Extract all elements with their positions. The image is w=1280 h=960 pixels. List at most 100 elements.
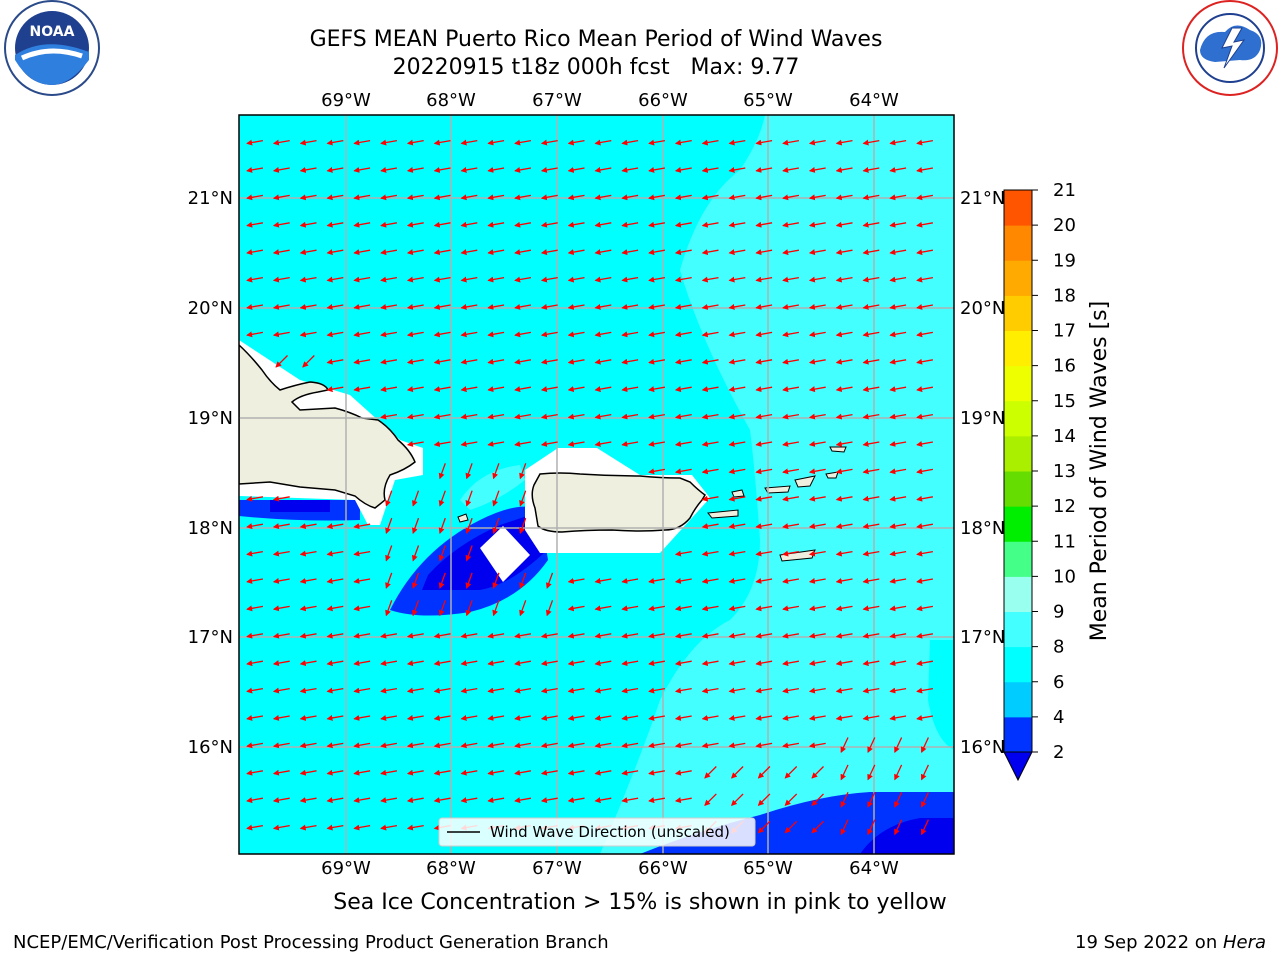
wind-wave-arrow xyxy=(755,660,773,667)
wind-wave-arrow xyxy=(433,249,451,256)
wind-wave-arrow xyxy=(782,495,800,502)
wind-wave-arrow xyxy=(728,194,746,201)
wind-wave-arrow xyxy=(460,769,478,776)
wind-wave-arrow xyxy=(916,194,934,201)
wind-wave-arrow xyxy=(835,550,853,557)
wind-wave-arrow xyxy=(514,632,532,639)
wind-wave-arrow xyxy=(674,221,692,228)
wind-wave-arrow xyxy=(540,358,558,365)
wind-wave-arrow xyxy=(246,714,264,721)
wind-wave-arrow xyxy=(380,386,398,393)
wind-wave-arrow xyxy=(353,632,371,639)
wind-wave-arrow xyxy=(460,303,478,310)
wind-wave-arrow xyxy=(782,139,800,146)
wind-wave-arrow xyxy=(728,386,746,393)
wind-wave-arrow xyxy=(862,303,880,310)
wind-wave-arrow xyxy=(755,303,773,310)
wind-wave-arrow xyxy=(674,249,692,256)
wind-wave-arrow xyxy=(540,714,558,721)
wind-wave-arrow xyxy=(755,577,773,584)
wind-wave-arrow xyxy=(648,660,666,667)
footer-host: Hera xyxy=(1222,932,1266,953)
wind-wave-arrow xyxy=(621,660,639,667)
wind-wave-arrow xyxy=(487,440,505,447)
wind-wave-arrow xyxy=(326,632,344,639)
wind-wave-arrow xyxy=(782,742,800,749)
wind-wave-arrow xyxy=(487,413,505,420)
colorbar-band xyxy=(1004,611,1032,648)
wind-wave-arrow xyxy=(701,440,719,447)
wind-wave-arrow xyxy=(674,605,692,612)
wind-wave-arrow xyxy=(835,468,853,475)
wind-wave-arrow xyxy=(438,463,446,480)
wind-wave-arrow xyxy=(728,221,746,228)
wind-wave-arrow xyxy=(540,742,558,749)
wind-wave-arrow xyxy=(782,249,800,256)
wind-wave-arrow xyxy=(862,139,880,146)
wind-wave-arrow xyxy=(465,545,473,562)
wind-wave-arrow xyxy=(567,769,585,776)
wind-wave-arrow xyxy=(380,194,398,201)
colorbar-band xyxy=(1004,225,1032,261)
wind-wave-arrow xyxy=(782,605,800,612)
wind-wave-arrow xyxy=(648,331,666,338)
wind-wave-arrow xyxy=(894,819,903,836)
wind-wave-arrow xyxy=(540,303,558,310)
wind-wave-arrow xyxy=(433,797,451,804)
wind-wave-arrow xyxy=(674,276,692,283)
wind-wave-arrow xyxy=(862,468,880,475)
wind-wave-arrow xyxy=(728,660,746,667)
wind-wave-arrow xyxy=(840,737,849,754)
wind-wave-arrow xyxy=(621,769,639,776)
wind-wave-arrow xyxy=(406,714,424,721)
wind-wave-arrow xyxy=(487,386,505,393)
colorbar-band xyxy=(1004,576,1032,612)
wind-wave-arrow xyxy=(594,386,612,393)
wind-wave-arrow xyxy=(326,386,344,393)
wind-wave-arrow xyxy=(380,769,398,776)
wind-wave-arrow xyxy=(862,495,880,502)
wind-wave-arrow xyxy=(460,139,478,146)
wind-wave-arrow xyxy=(272,523,290,530)
wind-wave-arrow xyxy=(916,139,934,146)
wind-wave-arrow xyxy=(567,303,585,310)
wind-wave-arrow xyxy=(701,303,719,310)
wind-wave-arrow xyxy=(406,331,424,338)
wind-wave-arrow xyxy=(567,577,585,584)
wind-wave-arrow xyxy=(299,166,317,173)
wind-wave-arrow xyxy=(487,331,505,338)
wind-wave-arrow xyxy=(272,605,290,612)
wind-wave-arrow xyxy=(514,249,532,256)
wind-wave-arrow xyxy=(755,386,773,393)
wind-wave-arrow xyxy=(594,687,612,694)
wind-wave-arrow xyxy=(648,276,666,283)
wind-wave-arrow xyxy=(380,303,398,310)
wind-wave-arrow xyxy=(920,819,929,836)
wind-wave-arrow xyxy=(380,632,398,639)
noaa-logo: NOAA xyxy=(4,0,100,96)
wind-wave-arrow xyxy=(757,820,771,834)
wind-wave-arrow xyxy=(862,194,880,201)
wind-wave-arrow xyxy=(808,550,826,557)
wind-wave-arrow xyxy=(648,742,666,749)
wind-wave-arrow xyxy=(808,495,826,502)
wind-wave-arrow xyxy=(514,194,532,201)
wind-wave-arrow xyxy=(701,386,719,393)
wind-wave-arrow xyxy=(755,358,773,365)
wind-wave-arrow xyxy=(492,463,500,480)
wind-wave-arrow xyxy=(648,139,666,146)
wind-wave-arrow xyxy=(701,632,719,639)
wind-wave-arrow xyxy=(385,572,393,589)
lon-label-bottom: 65°W xyxy=(743,858,793,879)
wind-wave-arrow xyxy=(514,660,532,667)
wind-wave-arrow xyxy=(704,766,717,779)
wind-wave-arrow xyxy=(867,737,876,754)
wind-wave-arrow xyxy=(701,714,719,721)
wind-wave-arrow xyxy=(567,386,585,393)
wind-wave-arrow xyxy=(380,742,398,749)
wind-wave-arrow xyxy=(433,303,451,310)
wind-wave-arrow xyxy=(299,550,317,557)
wind-wave-arrow xyxy=(460,276,478,283)
wind-wave-arrow xyxy=(487,303,505,310)
